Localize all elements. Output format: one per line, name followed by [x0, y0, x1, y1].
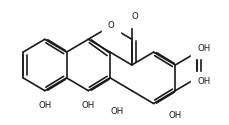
- Text: OH: OH: [196, 77, 209, 86]
- Text: OH: OH: [168, 112, 181, 120]
- Text: OH: OH: [38, 101, 51, 110]
- Text: O: O: [107, 21, 114, 30]
- Text: O: O: [131, 12, 138, 21]
- Text: OH: OH: [110, 108, 123, 116]
- Text: OH: OH: [81, 101, 95, 110]
- Text: OH: OH: [196, 44, 209, 53]
